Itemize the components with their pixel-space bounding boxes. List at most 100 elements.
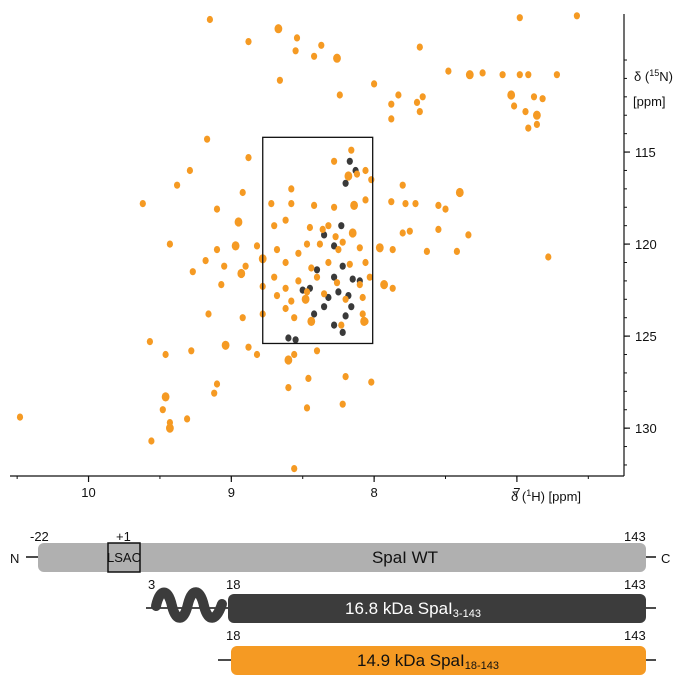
peak-point xyxy=(335,246,342,254)
peak-point xyxy=(295,249,302,257)
peak-point xyxy=(371,80,378,88)
peak-point xyxy=(288,185,295,193)
peak-point xyxy=(348,303,355,311)
peak-point xyxy=(406,227,413,235)
peak-point xyxy=(573,12,581,20)
peak-point xyxy=(313,266,321,274)
peak-point xyxy=(282,284,289,292)
peak-point xyxy=(205,310,212,318)
peak-point xyxy=(362,258,369,267)
peak-point xyxy=(291,465,298,473)
peak-point xyxy=(311,310,318,318)
x-tick-label: 9 xyxy=(228,485,235,500)
peak-point xyxy=(282,304,289,313)
peak-point xyxy=(533,110,541,120)
peak-point xyxy=(416,43,423,51)
highlight-box xyxy=(262,136,374,345)
peak-point xyxy=(253,350,261,359)
peak-point xyxy=(348,146,355,154)
peak-point xyxy=(239,314,246,322)
peak-point xyxy=(325,293,332,302)
x-tick-label: 7 xyxy=(513,485,520,500)
construct-diagram: -22 +1 143 N C LSAC SpaI WT 3 18 143 16.… xyxy=(10,529,670,675)
peak-point xyxy=(282,258,289,267)
peak-point xyxy=(311,52,318,60)
peak-point xyxy=(276,76,283,84)
peak-point xyxy=(342,295,349,303)
label-plus1: +1 xyxy=(116,529,131,544)
peak-point xyxy=(221,262,228,270)
peak-layer xyxy=(16,12,581,473)
peak-point xyxy=(313,273,321,281)
peak-point xyxy=(525,124,532,132)
peak-point xyxy=(239,188,246,197)
peak-point xyxy=(465,231,472,239)
peak-point xyxy=(479,69,486,77)
peak-point xyxy=(188,347,195,355)
peak-point xyxy=(380,280,388,290)
peak-point xyxy=(435,225,442,233)
peak-point xyxy=(356,281,363,289)
peak-point xyxy=(291,314,298,322)
bot-bar xyxy=(231,646,646,675)
peak-point xyxy=(213,246,221,254)
mid-bar xyxy=(228,594,646,623)
peak-point xyxy=(303,240,311,248)
peak-point xyxy=(331,203,338,211)
peak-point xyxy=(388,100,395,108)
peak-point xyxy=(292,336,299,344)
peak-point xyxy=(307,316,316,326)
bot-bar-label: 14.9 kDa SpaI18-143 xyxy=(357,651,499,672)
peak-point xyxy=(395,91,402,99)
plot-frame xyxy=(10,14,625,477)
y-axis-label-line2: [ppm] xyxy=(633,94,666,109)
peak-point xyxy=(389,284,396,292)
peak-point xyxy=(204,135,211,143)
peak-point xyxy=(339,400,346,408)
peak-point xyxy=(389,246,396,254)
peak-point xyxy=(344,171,353,181)
peak-point xyxy=(159,406,166,414)
peak-point xyxy=(274,24,283,34)
peak-point xyxy=(245,343,252,351)
peak-point xyxy=(295,277,302,285)
peak-point xyxy=(308,264,315,272)
peak-point xyxy=(213,205,221,213)
peak-point xyxy=(321,290,328,298)
label-3: 3 xyxy=(148,577,155,592)
peak-point xyxy=(184,415,191,423)
peak-point xyxy=(350,200,358,210)
peak-point xyxy=(349,275,356,283)
y-tick-label: 130 xyxy=(635,421,657,436)
peak-point xyxy=(234,217,243,227)
peak-point xyxy=(348,228,357,238)
peak-point xyxy=(356,244,363,252)
peak-point xyxy=(189,268,196,276)
y-tick-label: 120 xyxy=(635,237,657,252)
peak-point xyxy=(545,253,552,261)
peak-point xyxy=(339,262,346,270)
peak-point xyxy=(359,310,366,318)
y-tick-label: 115 xyxy=(635,145,656,160)
peak-point xyxy=(353,170,361,178)
peak-point xyxy=(530,93,538,101)
peak-point xyxy=(166,423,174,433)
peak-point xyxy=(206,15,213,24)
peak-point xyxy=(285,334,292,342)
peak-point xyxy=(325,258,332,267)
peak-point xyxy=(359,293,366,302)
peak-point xyxy=(273,246,281,254)
peak-point xyxy=(402,200,409,208)
peak-point xyxy=(161,392,170,402)
peak-point xyxy=(301,294,310,304)
peak-point xyxy=(162,350,169,359)
peak-point xyxy=(455,187,464,198)
lsac-label: LSAC xyxy=(107,550,141,565)
peak-point xyxy=(445,67,452,75)
helix-squiggle xyxy=(151,587,227,623)
x-tick-label: 8 xyxy=(370,485,377,500)
peak-point xyxy=(288,297,295,305)
peak-point xyxy=(368,176,375,184)
peak-point xyxy=(268,200,275,208)
peak-point xyxy=(346,157,353,165)
